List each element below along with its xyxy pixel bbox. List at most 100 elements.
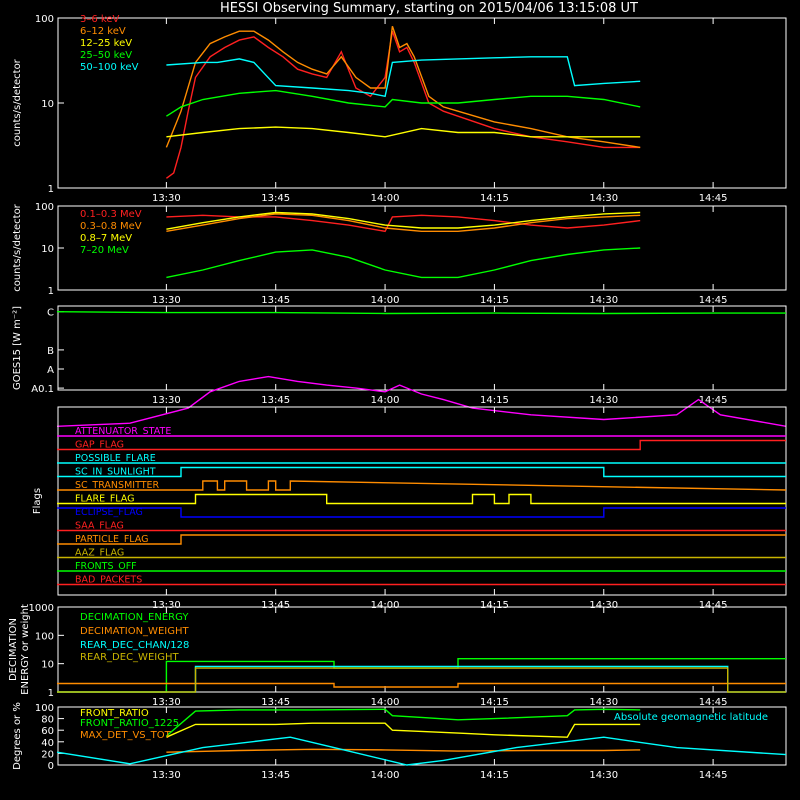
latitude-annotation: Absolute geomagnetic latitude	[614, 712, 768, 723]
x-tick-label: 14:15	[480, 395, 509, 406]
y-axis-label: counts/s/detector	[12, 58, 23, 146]
y-tick-label: B	[47, 346, 54, 357]
x-tick-label: 14:00	[371, 770, 400, 781]
x-tick-label: 14:15	[480, 770, 509, 781]
series-line	[165, 30, 641, 179]
y-tick-label: 100	[35, 14, 54, 25]
legend-entry: 0.8–7 MeV	[80, 233, 132, 244]
legend-entry: 25–50 keV	[80, 50, 132, 61]
flag-line	[57, 480, 787, 491]
flag-label: BAD_PACKETS	[75, 575, 142, 586]
series-line	[165, 25, 641, 149]
x-tick-label: 14:30	[589, 193, 618, 204]
flag-label: FRONTS_OFF	[75, 561, 137, 572]
y-tick-label: 100	[35, 703, 54, 714]
x-tick-label: 14:45	[699, 770, 728, 781]
y-tick-label: 10	[41, 99, 54, 110]
panels-group: 13:30 13:45 14:00 14:15 14:30 14:45110100coun…	[8, 14, 787, 781]
y-tick-label: 1000	[29, 603, 54, 614]
x-tick-label: 13:30	[152, 770, 181, 781]
flag-line	[57, 534, 786, 545]
legend-entry: 0.1–0.3 MeV	[80, 209, 142, 220]
legend-entry: FRONT_RATIO	[80, 708, 149, 719]
legend-entry: DECIMATION_ENERGY	[80, 612, 189, 623]
y-tick-label: 1	[48, 688, 54, 699]
x-tick-label: 14:00	[371, 193, 400, 204]
panel-5: 13:30 13:45 14:00 14:15 14:30 14:45 0204060801…	[12, 702, 787, 781]
x-tick-label: 14:45	[699, 600, 728, 611]
x-tick-label: 14:45	[699, 395, 728, 406]
x-tick-label: 13:45	[261, 697, 290, 708]
flag-line	[57, 507, 786, 518]
series-line	[56, 311, 786, 315]
y-axis-label: Flags	[32, 488, 43, 514]
y-axis-label: counts/s/detector	[12, 203, 23, 291]
y-tick-label: 1	[48, 184, 54, 195]
legend-entry: 6–12 keV	[80, 26, 126, 37]
flag-label: FLARE_FLAG	[75, 494, 135, 505]
y-tick-label: 1	[48, 286, 54, 297]
y-tick-label: 40	[41, 738, 54, 749]
series-line	[165, 708, 641, 737]
y-tick-label: 20	[41, 749, 54, 760]
legend-entry: 0.3–0.8 MeV	[80, 221, 142, 232]
flag-label: ECLIPSE_FLAG	[75, 507, 143, 518]
x-tick-label: 13:45	[261, 193, 290, 204]
series-line	[166, 126, 641, 138]
x-tick-label: 14:15	[480, 697, 509, 708]
y-tick-label: C	[47, 308, 54, 319]
panel-0: 13:30 13:45 14:00 14:15 14:30 14:45 1 10 100 coun…	[12, 14, 787, 204]
x-tick-label: 13:30	[152, 600, 181, 611]
x-tick-label: 14:45	[699, 193, 728, 204]
x-tick-label: 14:00	[371, 600, 400, 611]
flag-label: GAP_FLAG	[75, 440, 124, 451]
legend-entry: MAX_DET_VS_TOT	[80, 730, 172, 741]
flag-label: ATTENUATOR_STATE	[75, 426, 171, 437]
x-tick-label: 14:30	[589, 600, 618, 611]
y-tick-label: 10	[41, 244, 54, 255]
x-tick-label: 13:45	[261, 770, 290, 781]
x-tick-label: 14:15	[480, 295, 509, 306]
flag-label: POSSIBLE_FLARE	[75, 453, 156, 464]
y-axis-label: GOES15 [W m⁻²]	[12, 306, 23, 390]
x-tick-label: 14:45	[699, 295, 728, 306]
panel-1: 13:30 13:45 14:00 14:15 14:30 14:45 1 10 100 coun…	[12, 202, 787, 306]
legend-entry: DECIMATION_WEIGHT	[80, 626, 189, 637]
x-tick-label: 14:00	[371, 395, 400, 406]
legend-entry: REAR_DEC_CHAN/128	[80, 640, 189, 651]
series-line	[166, 247, 641, 279]
flag-label: PARTICLE_FLAG	[75, 534, 148, 545]
series-line	[166, 748, 641, 753]
legend-entry: 3–6 keV	[80, 14, 119, 25]
y-tick-label: 10	[41, 660, 54, 671]
panel-frame	[57, 706, 787, 766]
series-line	[166, 89, 641, 117]
series-line	[56, 375, 787, 427]
x-tick-label: 13:45	[261, 600, 290, 611]
x-tick-label: 13:30	[152, 395, 181, 406]
y-tick-label: 80	[41, 715, 54, 726]
x-tick-label: 13:30	[152, 697, 181, 708]
panel-2: 13:30 13:45 14:00 14:15 14:30 14:45 A0.1 AB C GOE…	[12, 305, 787, 427]
flag-line	[57, 466, 786, 478]
x-tick-label: 14:30	[589, 770, 618, 781]
flag-label: AAZ_FLAG	[75, 548, 124, 559]
y-tick-label: A0.1	[31, 384, 54, 395]
series-line	[166, 213, 641, 233]
y-axis-label: DECIMATION	[8, 618, 19, 681]
x-tick-label: 14:30	[589, 697, 618, 708]
plot-title: HESSI Observing Summary, starting on 201…	[220, 1, 638, 16]
y-axis-label: Degrees or %	[12, 702, 23, 770]
x-tick-label: 13:30	[152, 295, 181, 306]
series-line	[56, 736, 787, 766]
y-tick-label: 0	[48, 761, 54, 772]
y-tick-label: A	[47, 365, 54, 376]
x-tick-label: 14:00	[371, 295, 400, 306]
series-line	[57, 667, 786, 693]
x-tick-label: 14:00	[371, 697, 400, 708]
y-tick-label: 60	[41, 726, 54, 737]
flag-line	[57, 439, 786, 451]
series-line	[166, 722, 641, 738]
x-tick-label: 13:45	[261, 395, 290, 406]
